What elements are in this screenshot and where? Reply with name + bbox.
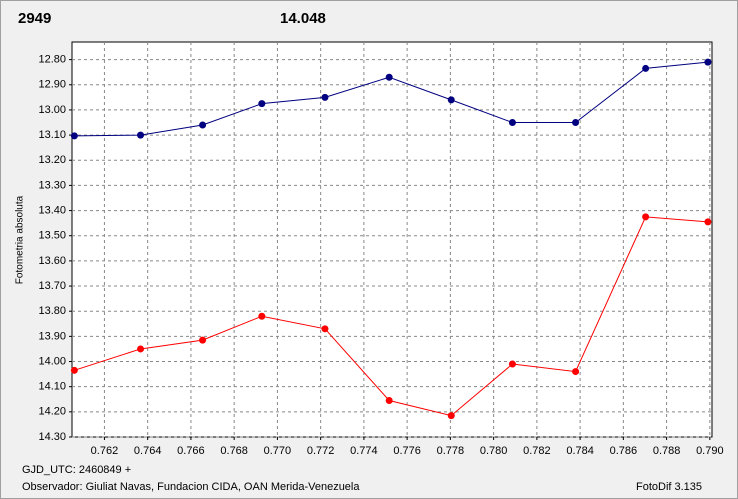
x-tick-label: 0.784 — [566, 445, 594, 457]
y-axis-label: Fotometria absoluta — [15, 195, 26, 284]
data-point — [70, 132, 78, 140]
footer-text: FotoDif 3.135 — [636, 481, 702, 493]
y-tick-label: 12.80 — [38, 54, 66, 66]
x-tick-label: 0.790 — [696, 445, 724, 457]
y-tick-label: 13.30 — [38, 179, 66, 191]
footer-text: Observador: Giuliat Navas, Fundacion CID… — [22, 481, 360, 493]
data-point — [137, 131, 145, 139]
data-point — [385, 397, 393, 405]
y-tick-label: 14.10 — [38, 381, 66, 393]
annotation: 2949 — [18, 10, 51, 27]
data-point — [572, 368, 580, 376]
x-tick-label: 0.782 — [523, 445, 551, 457]
x-tick-label: 0.788 — [653, 445, 681, 457]
data-point — [258, 100, 266, 108]
data-point — [642, 64, 650, 72]
x-tick-label: 0.774 — [350, 445, 378, 457]
data-point — [70, 366, 78, 374]
y-tick-label: 14.30 — [38, 431, 66, 443]
data-point — [321, 93, 329, 101]
data-point — [385, 73, 393, 81]
x-tick-label: 0.766 — [177, 445, 205, 457]
y-tick-label: 13.40 — [38, 204, 66, 216]
data-point — [258, 312, 266, 320]
x-tick-label: 0.786 — [610, 445, 638, 457]
x-tick-label: 0.764 — [134, 445, 162, 457]
footer-text: GJD_UTC: 2460849 + — [22, 464, 131, 476]
data-point — [642, 213, 650, 221]
data-point — [704, 58, 712, 66]
data-point — [447, 96, 455, 104]
data-point — [199, 336, 207, 344]
data-point — [508, 119, 516, 127]
y-tick-label: 14.00 — [38, 355, 66, 367]
x-tick-label: 0.762 — [91, 445, 119, 457]
data-point — [321, 325, 329, 333]
y-tick-label: 12.90 — [38, 79, 66, 91]
y-tick-label: 14.20 — [38, 406, 66, 418]
y-tick-label: 13.90 — [38, 330, 66, 342]
y-tick-label: 13.60 — [38, 255, 66, 267]
y-tick-label: 13.70 — [38, 280, 66, 292]
y-tick-label: 13.20 — [38, 154, 66, 166]
data-point — [572, 119, 580, 127]
x-tick-label: 0.778 — [437, 445, 465, 457]
y-tick-label: 13.80 — [38, 305, 66, 317]
annotation: 14.048 — [280, 10, 326, 27]
data-point — [447, 412, 455, 420]
y-tick-label: 13.50 — [38, 230, 66, 242]
x-tick-label: 0.776 — [393, 445, 421, 457]
data-point — [137, 345, 145, 353]
y-tick-label: 13.00 — [38, 104, 66, 116]
data-point — [199, 121, 207, 129]
plot-area — [71, 41, 713, 438]
x-tick-label: 0.772 — [307, 445, 335, 457]
data-point — [704, 218, 712, 226]
y-tick-label: 13.10 — [38, 129, 66, 141]
x-tick-label: 0.768 — [220, 445, 248, 457]
x-tick-label: 0.770 — [264, 445, 292, 457]
x-tick-label: 0.780 — [480, 445, 508, 457]
data-point — [508, 360, 516, 368]
